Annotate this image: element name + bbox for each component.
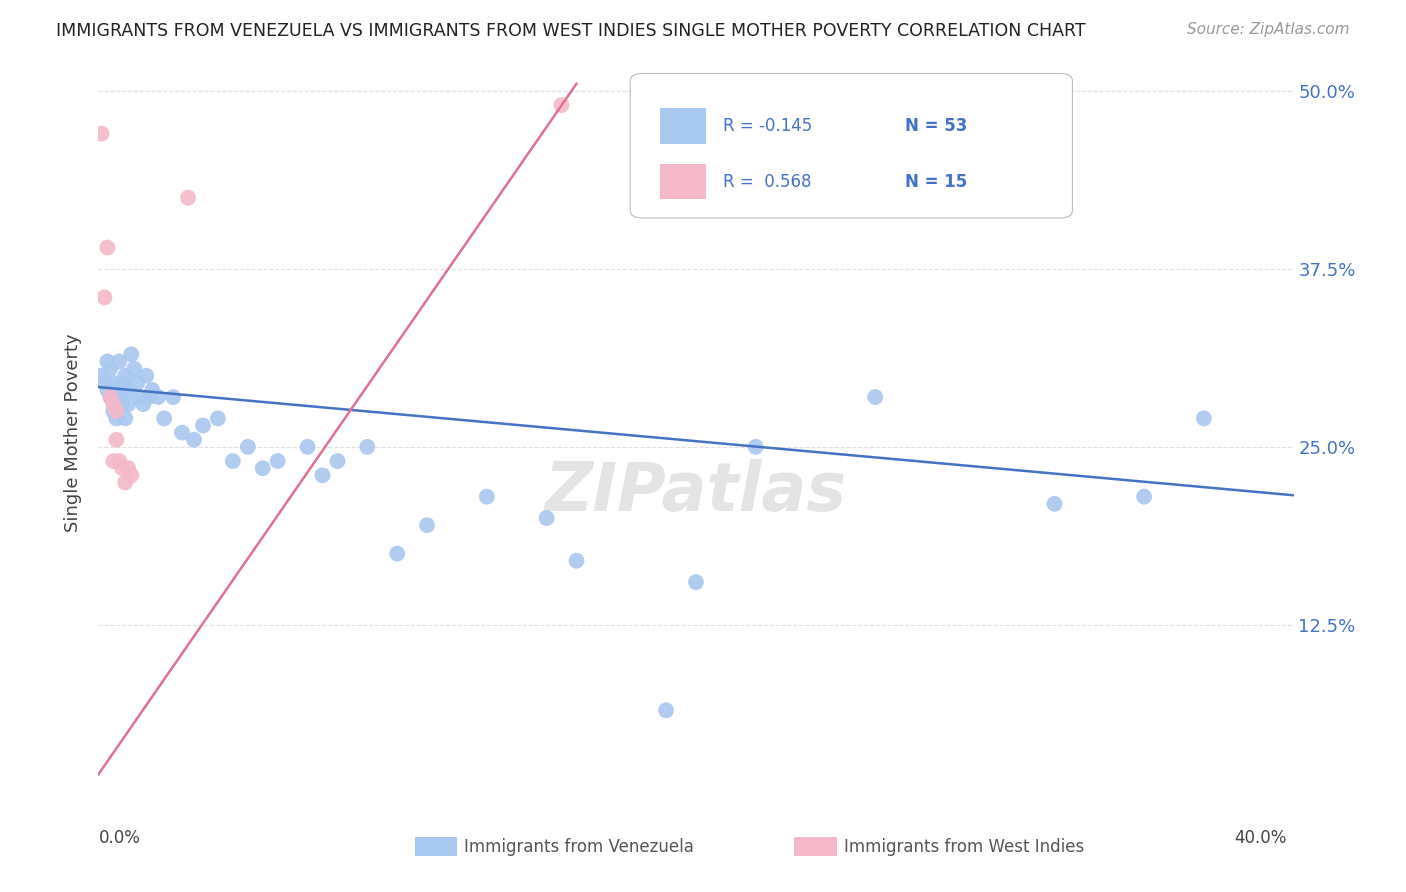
Text: R =  0.568: R = 0.568 xyxy=(724,173,811,191)
Point xyxy=(129,390,152,404)
Point xyxy=(191,418,214,433)
Point xyxy=(865,390,887,404)
Point xyxy=(114,411,136,425)
Point xyxy=(96,383,118,397)
Point xyxy=(1133,490,1156,504)
Point xyxy=(172,425,194,440)
Point xyxy=(105,383,128,397)
Point xyxy=(120,347,142,361)
Text: N = 15: N = 15 xyxy=(905,173,967,191)
Point xyxy=(98,361,122,376)
Point xyxy=(132,397,155,411)
Text: Source: ZipAtlas.com: Source: ZipAtlas.com xyxy=(1187,22,1350,37)
Point xyxy=(93,290,115,304)
Point xyxy=(108,390,131,404)
Point xyxy=(162,390,184,404)
Point xyxy=(108,454,131,468)
Point xyxy=(117,383,139,397)
FancyBboxPatch shape xyxy=(630,73,1073,218)
Point xyxy=(98,390,122,404)
Point xyxy=(103,397,125,411)
FancyBboxPatch shape xyxy=(661,164,706,200)
Point xyxy=(536,511,558,525)
Point xyxy=(685,575,707,590)
Point xyxy=(311,468,333,483)
Point xyxy=(267,454,290,468)
Point xyxy=(297,440,319,454)
Point xyxy=(111,397,134,411)
Point xyxy=(177,191,200,205)
Point xyxy=(111,376,134,390)
Point xyxy=(745,440,768,454)
Point xyxy=(655,703,678,717)
Point xyxy=(252,461,274,475)
Point xyxy=(356,440,378,454)
Point xyxy=(1043,497,1066,511)
Point xyxy=(111,461,134,475)
FancyBboxPatch shape xyxy=(661,108,706,144)
Point xyxy=(153,411,176,425)
Point xyxy=(93,376,115,390)
Point xyxy=(127,376,149,390)
Point xyxy=(207,411,229,425)
Point xyxy=(565,554,588,568)
Point xyxy=(416,518,439,533)
Point xyxy=(108,354,131,368)
Point xyxy=(90,368,112,383)
Text: 0.0%: 0.0% xyxy=(98,829,141,847)
Point xyxy=(148,390,170,404)
Point xyxy=(114,368,136,383)
Text: Immigrants from West Indies: Immigrants from West Indies xyxy=(844,838,1084,855)
Text: Immigrants from Venezuela: Immigrants from Venezuela xyxy=(464,838,693,855)
Point xyxy=(105,404,128,418)
Text: 40.0%: 40.0% xyxy=(1234,829,1286,847)
Point xyxy=(117,461,139,475)
Point xyxy=(135,368,157,383)
Point xyxy=(105,411,128,425)
Point xyxy=(1192,411,1215,425)
Point xyxy=(98,390,122,404)
Point xyxy=(385,547,409,561)
Point xyxy=(117,397,139,411)
Point xyxy=(105,433,128,447)
Point xyxy=(120,468,142,483)
Point xyxy=(141,383,163,397)
Text: ZIPatlas: ZIPatlas xyxy=(546,458,846,524)
Point xyxy=(326,454,349,468)
Point xyxy=(138,390,160,404)
Y-axis label: Single Mother Poverty: Single Mother Poverty xyxy=(65,334,83,532)
Point xyxy=(236,440,259,454)
Text: N = 53: N = 53 xyxy=(905,117,967,135)
Point xyxy=(103,376,125,390)
Point xyxy=(475,490,498,504)
Point xyxy=(124,361,146,376)
Point xyxy=(103,454,125,468)
Text: R = -0.145: R = -0.145 xyxy=(724,117,813,135)
Point xyxy=(96,354,118,368)
Point xyxy=(90,127,112,141)
Point xyxy=(550,98,572,112)
Point xyxy=(114,475,136,490)
Point xyxy=(183,433,205,447)
Point xyxy=(103,404,125,418)
Text: IMMIGRANTS FROM VENEZUELA VS IMMIGRANTS FROM WEST INDIES SINGLE MOTHER POVERTY C: IMMIGRANTS FROM VENEZUELA VS IMMIGRANTS … xyxy=(56,22,1085,40)
Point xyxy=(222,454,245,468)
Point xyxy=(96,240,118,255)
